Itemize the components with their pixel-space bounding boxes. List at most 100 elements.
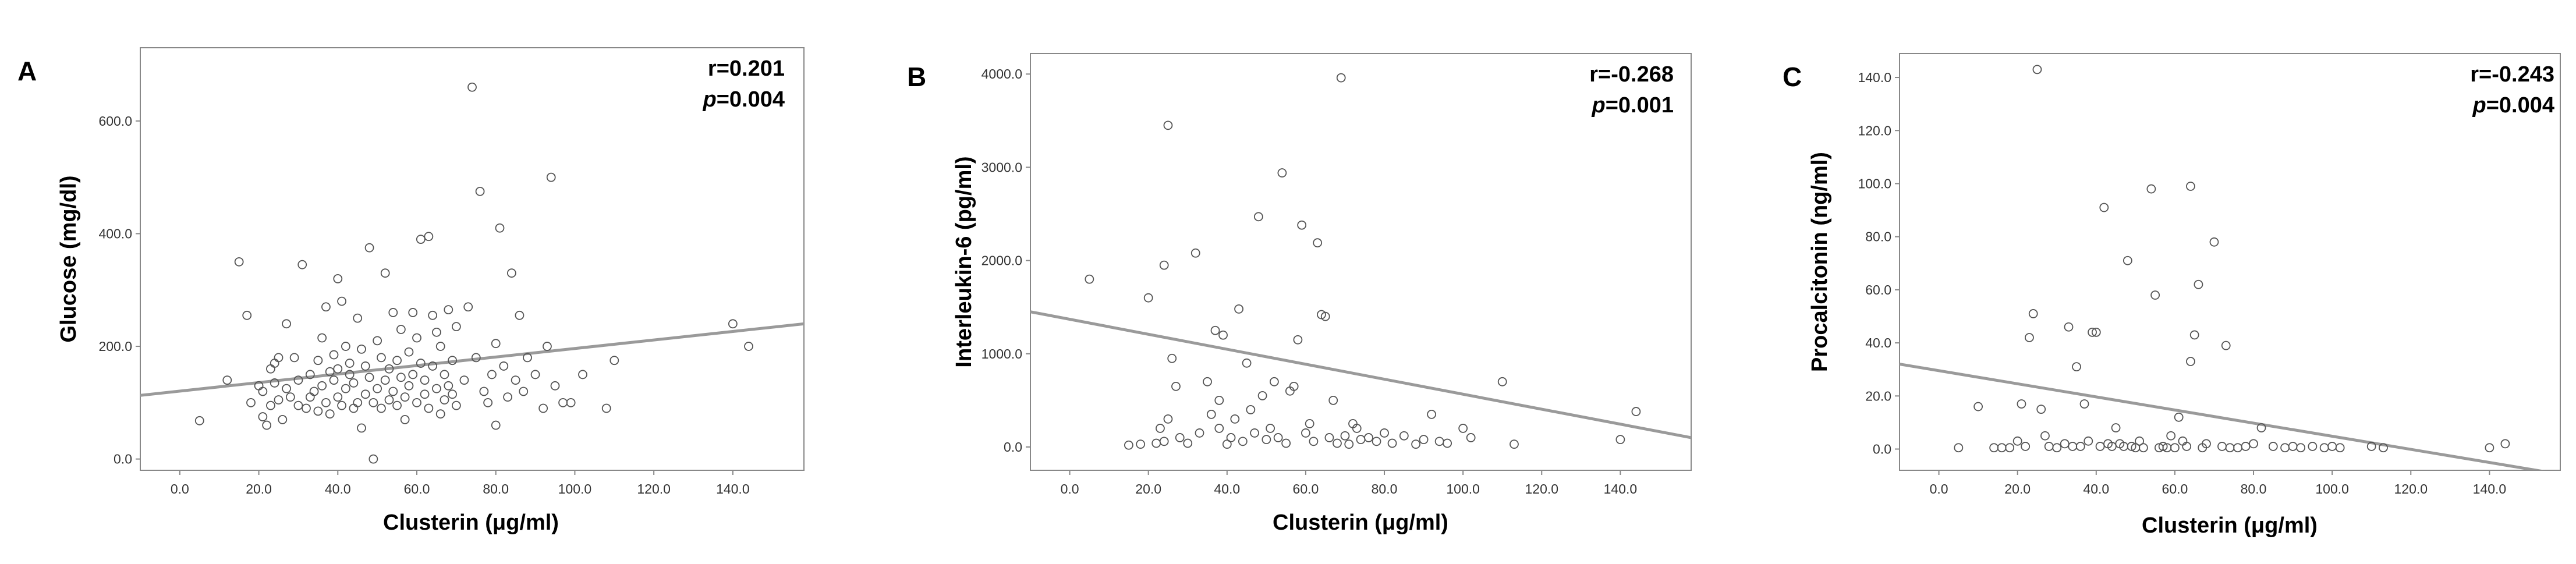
data-point bbox=[558, 398, 568, 407]
data-point bbox=[1380, 428, 1389, 438]
points-c bbox=[1954, 65, 2510, 453]
data-point bbox=[428, 361, 438, 371]
data-point bbox=[550, 381, 560, 391]
data-point bbox=[321, 398, 331, 407]
x-tick-label: 0.0 bbox=[171, 481, 189, 496]
data-point bbox=[317, 381, 327, 391]
data-point bbox=[1419, 435, 1429, 445]
y-tick-label: 100.0 bbox=[1858, 176, 1891, 191]
data-point bbox=[2166, 431, 2176, 441]
data-point bbox=[1399, 431, 1409, 441]
data-point bbox=[1510, 439, 1519, 449]
p-number-b: =0.001 bbox=[1606, 93, 1674, 118]
data-point bbox=[1238, 437, 1248, 446]
data-point bbox=[325, 367, 335, 377]
data-point bbox=[2091, 327, 2101, 337]
data-point bbox=[2335, 443, 2345, 453]
data-point bbox=[475, 186, 485, 196]
data-point bbox=[1124, 440, 1133, 450]
data-point bbox=[1997, 443, 2007, 453]
y-axis-title-c: Procalcitonin (ng/ml) bbox=[1808, 152, 1832, 372]
data-point bbox=[2182, 442, 2192, 451]
data-point bbox=[546, 172, 556, 182]
x-axis-title-b: Clusterin (μg/ml) bbox=[1273, 510, 1448, 535]
data-point bbox=[2052, 443, 2062, 453]
data-point bbox=[744, 342, 753, 351]
panel-letter-c: C bbox=[1783, 62, 1802, 92]
data-point bbox=[1226, 433, 1236, 442]
data-point bbox=[420, 375, 430, 385]
data-point bbox=[1257, 391, 1267, 400]
data-point bbox=[1250, 428, 1259, 438]
data-point bbox=[1340, 431, 1350, 441]
data-point bbox=[2107, 442, 2117, 451]
data-point bbox=[282, 384, 291, 393]
data-point bbox=[305, 370, 315, 379]
p-number-a: =0.004 bbox=[717, 87, 785, 112]
data-point bbox=[1411, 439, 1420, 449]
data-point bbox=[1434, 437, 1444, 446]
data-point bbox=[1266, 424, 1275, 433]
data-point bbox=[1954, 443, 1964, 453]
r-value-c: r=-0.243 bbox=[2470, 62, 2554, 87]
data-point bbox=[404, 381, 414, 391]
data-point bbox=[337, 296, 346, 306]
x-axis-title-c: Clusterin (μg/ml) bbox=[2142, 513, 2318, 538]
data-point bbox=[2178, 436, 2188, 446]
data-point bbox=[1615, 435, 1625, 445]
y-tick-label: 120.0 bbox=[1858, 123, 1891, 138]
data-point bbox=[368, 398, 378, 407]
data-point bbox=[1151, 438, 1161, 448]
data-point bbox=[373, 336, 382, 346]
data-point bbox=[463, 302, 473, 312]
data-point bbox=[388, 386, 398, 396]
data-point bbox=[194, 416, 204, 425]
data-point bbox=[1171, 381, 1181, 391]
data-point bbox=[2084, 436, 2093, 446]
data-point bbox=[392, 356, 402, 366]
x-tick-label: 60.0 bbox=[1293, 481, 1319, 496]
data-point bbox=[2060, 439, 2070, 449]
data-point bbox=[1163, 414, 1173, 424]
data-point bbox=[566, 398, 576, 407]
p-number-c: =0.004 bbox=[2486, 93, 2554, 118]
y-tick-label: 400.0 bbox=[98, 226, 132, 241]
data-point bbox=[1175, 433, 1185, 442]
data-point bbox=[234, 257, 244, 267]
data-point bbox=[435, 342, 445, 351]
data-point bbox=[2209, 237, 2219, 247]
data-point bbox=[2138, 443, 2148, 453]
data-point bbox=[274, 395, 284, 405]
data-point bbox=[1242, 358, 1252, 368]
data-point bbox=[424, 232, 434, 242]
data-point bbox=[1136, 439, 1146, 449]
data-point bbox=[2158, 442, 2168, 451]
points-a bbox=[194, 82, 753, 464]
data-point bbox=[1289, 381, 1299, 391]
data-point bbox=[309, 386, 319, 396]
data-point bbox=[1156, 424, 1165, 433]
data-point bbox=[511, 375, 520, 385]
data-point bbox=[448, 356, 457, 366]
data-point bbox=[503, 392, 512, 402]
data-point bbox=[325, 409, 335, 419]
data-point bbox=[2189, 330, 2199, 340]
data-point bbox=[2174, 412, 2184, 422]
data-point bbox=[2099, 203, 2109, 212]
data-point bbox=[341, 384, 350, 393]
data-point bbox=[1387, 438, 1397, 448]
data-point bbox=[392, 400, 402, 410]
data-point bbox=[293, 375, 303, 385]
data-point bbox=[444, 381, 453, 391]
data-point bbox=[1352, 424, 1362, 433]
data-point bbox=[1214, 424, 1224, 433]
data-point bbox=[345, 359, 355, 368]
x-tick-label: 120.0 bbox=[1525, 481, 1558, 496]
data-point bbox=[337, 400, 346, 410]
data-point bbox=[491, 339, 501, 349]
fit-line-b bbox=[1030, 310, 1691, 439]
data-point bbox=[285, 392, 295, 402]
data-point bbox=[2327, 442, 2337, 451]
data-point bbox=[435, 409, 445, 419]
data-point bbox=[467, 82, 477, 92]
